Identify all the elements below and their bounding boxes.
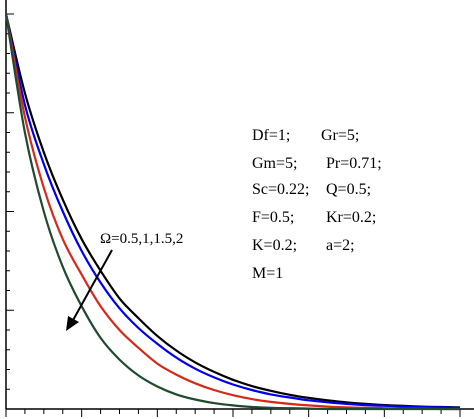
- param-pr: Pr=0.71;: [326, 155, 382, 172]
- omega-label: Ω=0.5,1,1.5,2: [100, 231, 183, 247]
- param-sc: Sc=0.22;: [252, 181, 309, 198]
- omega-arrow-head: [66, 316, 79, 331]
- parameter-legend: Df=1; Gr=5; Gm=5; Pr=0.71; Sc=0.22; Q=0.…: [252, 127, 382, 282]
- series-line-4: [4, 13, 460, 411]
- series-line-1: [4, 13, 461, 409]
- param-gr: Gr=5;: [321, 127, 359, 144]
- series-line-3: [4, 13, 461, 411]
- chart-curves: [4, 13, 461, 411]
- param-a: a=2;: [326, 237, 355, 254]
- param-q: Q=0.5;: [326, 181, 371, 198]
- chart-axes: [5, 0, 474, 417]
- omega-annotation: Ω=0.5,1,1.5,2: [66, 231, 183, 331]
- param-df: Df=1;: [252, 127, 290, 144]
- param-gm: Gm=5;: [252, 155, 297, 172]
- param-f: F=0.5;: [252, 209, 294, 226]
- param-m: M=1: [252, 265, 283, 282]
- param-kr: Kr=0.2;: [326, 209, 376, 226]
- omega-arrow-shaft: [71, 249, 113, 323]
- param-k: K=0.2;: [252, 237, 297, 254]
- series-line-2: [4, 13, 461, 409]
